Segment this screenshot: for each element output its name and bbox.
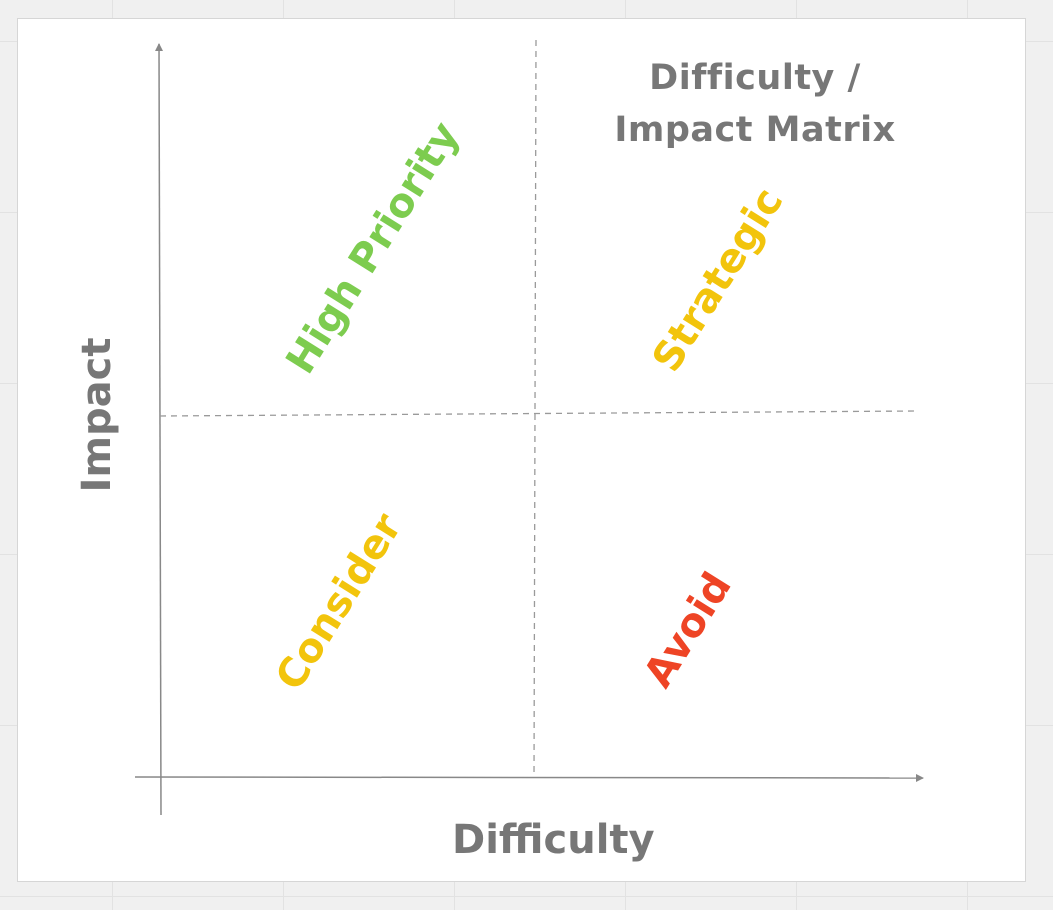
x-axis-label: Difficulty (452, 817, 655, 863)
horizontal-divider-line (159, 410, 919, 417)
matrix-board (17, 18, 1026, 882)
x-axis-line (134, 773, 924, 782)
y-axis-label: Impact (74, 337, 120, 493)
matrix-title-line-1: Difficulty / (649, 58, 861, 98)
matrix-title: Difficulty / Impact Matrix (590, 52, 920, 156)
vertical-divider-line (533, 39, 537, 778)
matrix-title-line-2: Impact Matrix (614, 110, 896, 150)
y-axis-line (155, 43, 164, 816)
